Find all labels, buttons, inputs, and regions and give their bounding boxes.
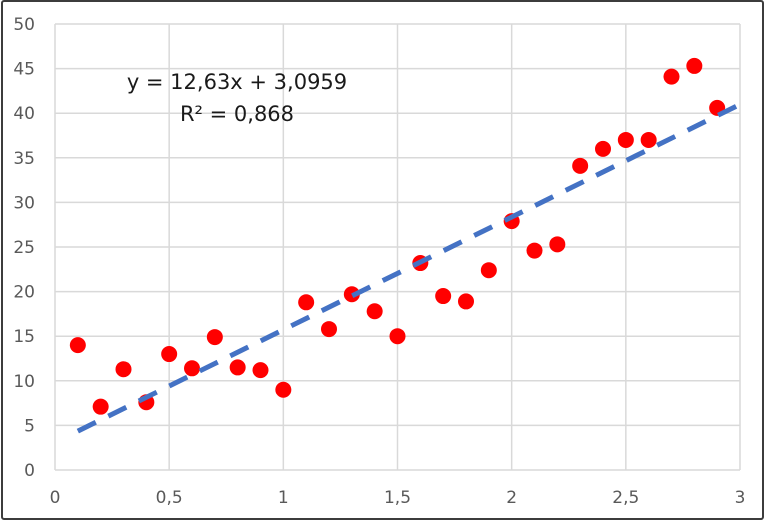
y-tick-label: 5 bbox=[24, 416, 35, 436]
x-tick-label: 1 bbox=[278, 488, 289, 508]
data-point-marker bbox=[595, 140, 611, 157]
y-tick-label: 30 bbox=[13, 193, 35, 213]
data-point-marker bbox=[617, 131, 634, 148]
data-point-marker bbox=[275, 381, 292, 398]
data-point-marker bbox=[389, 328, 406, 345]
data-point-marker bbox=[92, 398, 109, 415]
x-tick-label: 0 bbox=[50, 488, 61, 508]
x-tick-label: 2 bbox=[506, 488, 517, 508]
data-point-marker bbox=[549, 236, 566, 253]
data-point-marker bbox=[206, 329, 223, 346]
data-point-marker bbox=[435, 288, 452, 305]
data-point-marker bbox=[526, 242, 543, 259]
data-point-marker bbox=[115, 361, 132, 378]
data-point-marker bbox=[184, 360, 200, 377]
trendline-r-squared: R² = 0,868 bbox=[180, 102, 294, 126]
trendline bbox=[76, 102, 742, 434]
x-tick-label: 2,5 bbox=[612, 488, 639, 508]
data-point-marker bbox=[161, 346, 178, 363]
y-tick-label: 25 bbox=[13, 238, 35, 258]
y-tick-label: 45 bbox=[13, 60, 35, 80]
x-tick-label: 0,5 bbox=[156, 488, 183, 508]
data-point-marker bbox=[458, 293, 474, 310]
y-tick-label: 50 bbox=[13, 15, 35, 35]
y-tick-label: 15 bbox=[13, 327, 35, 347]
y-tick-label: 10 bbox=[13, 372, 35, 392]
y-tick-label: 35 bbox=[13, 149, 35, 169]
data-point-marker bbox=[229, 359, 246, 376]
data-point-marker bbox=[69, 337, 86, 354]
y-tick-label: 20 bbox=[13, 283, 35, 303]
data-point-marker bbox=[640, 131, 657, 148]
x-tick-label: 1,5 bbox=[384, 488, 411, 508]
data-point-marker bbox=[686, 57, 703, 74]
trendline-equation: y = 12,63x + 3,0959 bbox=[127, 70, 347, 94]
y-axis-tick-labels: 0 5 10 15 20 25 30 35 40 45 50 bbox=[13, 15, 35, 481]
y-tick-label: 40 bbox=[13, 104, 35, 124]
data-point-marker bbox=[321, 321, 337, 338]
x-tick-label: 3 bbox=[735, 488, 746, 508]
data-point-marker bbox=[572, 157, 589, 174]
x-axis-tick-labels: 0 0,5 1 1,5 2 2,5 3 bbox=[50, 488, 746, 508]
data-point-marker bbox=[366, 303, 383, 320]
y-tick-label: 0 bbox=[24, 461, 35, 481]
data-point-marker bbox=[663, 68, 680, 85]
data-point-marker bbox=[252, 362, 269, 379]
data-point-marker bbox=[480, 262, 497, 279]
data-point-marker bbox=[298, 294, 315, 311]
gridlines bbox=[54, 23, 741, 471]
data-points bbox=[69, 57, 726, 415]
